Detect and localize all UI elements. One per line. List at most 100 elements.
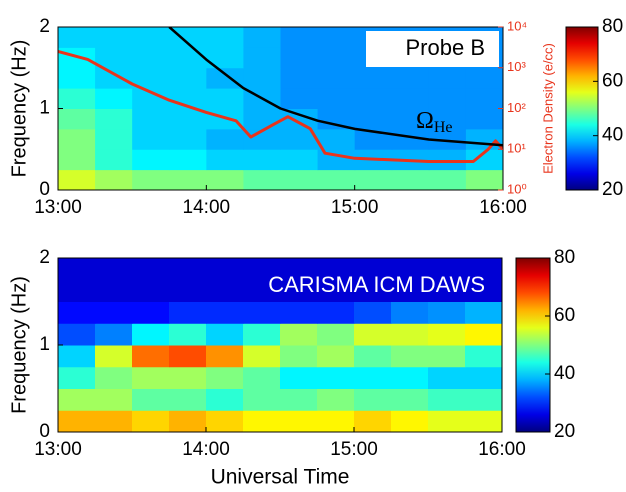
- heat-cell: [132, 279, 170, 302]
- heat-cell: [132, 388, 170, 411]
- heat-cell: [243, 388, 281, 411]
- heat-cell: [132, 345, 170, 368]
- heat-cell: [280, 301, 318, 324]
- heat-cell: [354, 366, 392, 389]
- heat-cell: [391, 128, 430, 150]
- heat-cell: [354, 169, 393, 191]
- heat-cell: [206, 47, 244, 69]
- line-series: [58, 50, 503, 163]
- colorbar-tick-label: 40: [554, 363, 575, 384]
- x-tick-label: 15:00: [330, 439, 378, 460]
- heat-cell: [354, 345, 392, 368]
- heat-cell: [206, 258, 244, 281]
- heat-cell: [465, 366, 503, 389]
- heat-cell: [58, 366, 96, 389]
- heat-cell: [354, 108, 393, 130]
- heat-cell: [169, 108, 207, 130]
- heat-cell: [280, 345, 318, 368]
- heat-cell: [391, 108, 430, 130]
- heat-cell: [243, 27, 281, 48]
- y-tick-label: 2: [39, 16, 50, 37]
- heat-cell: [280, 366, 318, 389]
- heat-cell: [391, 67, 430, 89]
- heat-cell: [243, 301, 281, 324]
- colorbar: [515, 257, 551, 433]
- heat-cell: [58, 258, 96, 281]
- heat-cell: [465, 279, 503, 302]
- heat-cell: [169, 169, 207, 191]
- heat-cell: [243, 128, 281, 150]
- heat-cell: [465, 388, 503, 411]
- x-tick-label: 14:00: [183, 197, 231, 218]
- heat-cell: [169, 128, 207, 150]
- heat-cell: [95, 128, 133, 150]
- heat-cell: [428, 88, 467, 109]
- heat-cell: [465, 323, 503, 346]
- heat-cell: [465, 410, 503, 433]
- heat-cell: [391, 323, 429, 346]
- colorbar-tick-label: 60: [554, 305, 575, 326]
- heat-cell: [428, 301, 466, 324]
- heat-cell: [428, 169, 467, 191]
- heat-cell: [169, 323, 207, 346]
- heat-cell: [95, 258, 133, 281]
- heat-cell: [169, 279, 207, 302]
- heat-cell: [354, 88, 393, 109]
- heat-cell: [58, 323, 96, 346]
- y2-tick-label: 10²: [507, 100, 526, 115]
- heat-cell: [317, 258, 355, 281]
- heat-cell: [428, 366, 466, 389]
- heat-cell: [206, 149, 244, 171]
- heat-cell: [280, 169, 319, 191]
- heat-cell: [95, 323, 133, 346]
- heat-cell: [243, 258, 281, 281]
- heat-cell: [317, 67, 356, 89]
- heat-cell: [428, 149, 467, 171]
- heat-cell: [465, 149, 504, 171]
- heat-cell: [169, 410, 207, 433]
- heat-cell: [465, 301, 503, 324]
- heat-cell: [391, 410, 429, 433]
- x-tick-label: 16:00: [478, 439, 526, 460]
- heat-cell: [132, 301, 170, 324]
- heat-cell: [95, 345, 133, 368]
- heat-cell: [58, 388, 96, 411]
- heat-cell: [428, 258, 466, 281]
- heat-cell: [317, 345, 355, 368]
- heat-cell: [58, 149, 96, 171]
- heat-cell: [58, 410, 96, 433]
- colorbar-tick-label: 40: [602, 125, 623, 146]
- heat-cell: [354, 67, 393, 89]
- y-tick-label: 1: [39, 98, 50, 119]
- heat-cell: [206, 410, 244, 433]
- heat-cell: [465, 67, 504, 89]
- heat-cell: [317, 27, 356, 48]
- heat-cell: [428, 345, 466, 368]
- y-tick-label: 0: [39, 421, 50, 442]
- heat-cell: [391, 169, 430, 191]
- x-tick-label: 15:00: [331, 197, 379, 218]
- heat-cell: [206, 67, 244, 89]
- heat-cell: [428, 410, 466, 433]
- heat-cell: [206, 279, 244, 302]
- heat-cell: [391, 301, 429, 324]
- heat-cell: [243, 366, 281, 389]
- heat-cell: [132, 169, 170, 191]
- y-tick-label: 0: [39, 179, 50, 200]
- heat-cell: [58, 88, 96, 109]
- x-tick-label: 13:00: [34, 439, 82, 460]
- heat-cell: [58, 169, 96, 191]
- heat-cell: [243, 345, 281, 368]
- x-tick-label: 13:00: [34, 197, 82, 218]
- annotation: Probe B: [406, 35, 486, 60]
- heat-cell: [132, 108, 170, 130]
- heat-cell: [132, 323, 170, 346]
- x-axis-label: Universal Time: [211, 466, 350, 489]
- heat-cell: [280, 388, 318, 411]
- y-axis-label: Frequency (Hz): [8, 40, 30, 178]
- heat-cell: [428, 388, 466, 411]
- heat-cell: [95, 410, 133, 433]
- heat-cell: [169, 47, 207, 69]
- heat-cell: [317, 279, 355, 302]
